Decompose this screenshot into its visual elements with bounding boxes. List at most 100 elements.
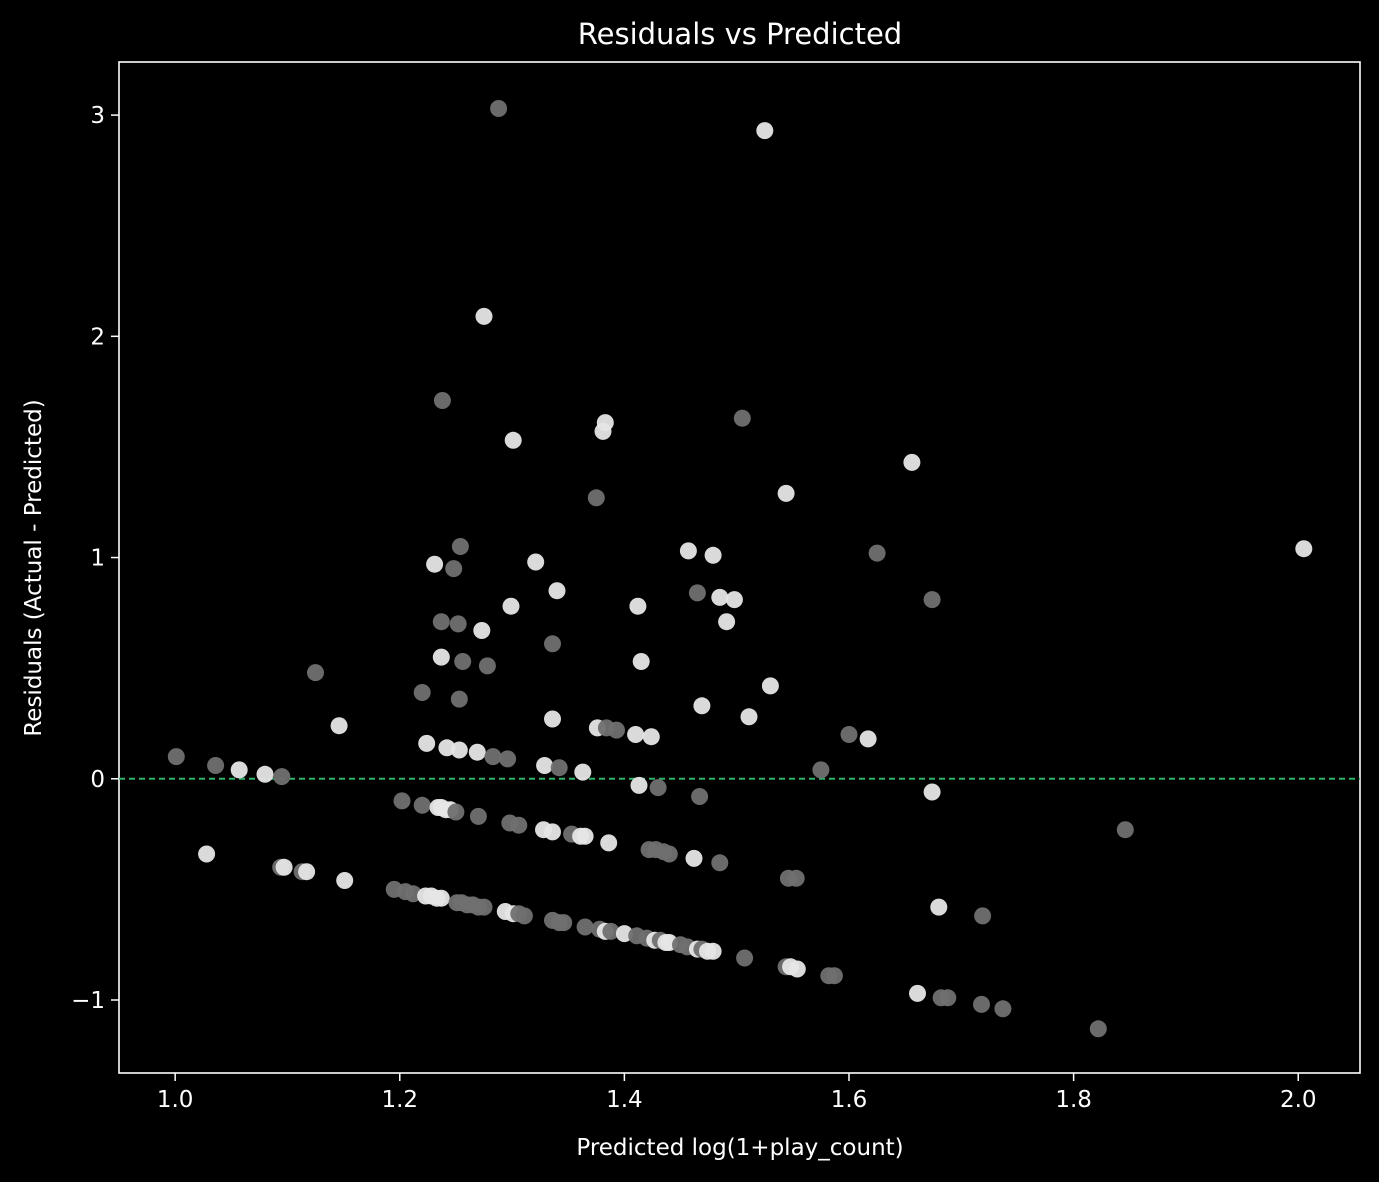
data-point bbox=[544, 635, 561, 653]
data-point bbox=[298, 863, 316, 881]
data-point bbox=[629, 597, 647, 615]
data-point bbox=[587, 489, 605, 507]
y-tick-label: 3 bbox=[90, 103, 105, 129]
data-point bbox=[490, 100, 508, 117]
x-tick-label: 1.2 bbox=[381, 1087, 418, 1113]
data-point bbox=[688, 584, 706, 602]
data-point bbox=[1116, 821, 1134, 839]
x-axis-ticks: 1.0 1.2 1.4 1.6 1.8 2.0 bbox=[157, 1073, 1317, 1113]
x-axis-label: Predicted log(1+play_count) bbox=[576, 1135, 903, 1161]
data-point bbox=[923, 783, 941, 801]
y-axis-label: Residuals (Actual - Predicted) bbox=[21, 399, 47, 736]
data-point bbox=[812, 761, 830, 779]
data-point bbox=[600, 834, 618, 852]
data-point bbox=[478, 657, 496, 675]
data-point bbox=[788, 960, 806, 978]
data-point bbox=[555, 914, 573, 932]
data-point bbox=[704, 546, 722, 564]
x-tick-label: 1.0 bbox=[157, 1087, 194, 1113]
data-point bbox=[704, 942, 722, 960]
data-point bbox=[433, 392, 451, 409]
data-point bbox=[733, 409, 751, 427]
data-point bbox=[602, 922, 620, 940]
data-point bbox=[536, 757, 554, 774]
data-point bbox=[994, 1000, 1012, 1018]
data-point bbox=[544, 823, 561, 841]
data-point bbox=[608, 721, 625, 739]
data-point bbox=[475, 898, 493, 916]
data-point bbox=[777, 484, 795, 502]
data-point bbox=[510, 816, 528, 834]
data-point bbox=[413, 796, 431, 814]
x-tick-label: 2.0 bbox=[1280, 1087, 1317, 1113]
data-point bbox=[473, 622, 491, 639]
data-point bbox=[484, 748, 502, 766]
data-point bbox=[632, 653, 650, 670]
data-point bbox=[660, 845, 678, 863]
data-point bbox=[273, 768, 291, 786]
data-point bbox=[449, 615, 467, 633]
data-point bbox=[468, 743, 486, 761]
data-point bbox=[576, 827, 594, 845]
y-tick-label: 1 bbox=[90, 546, 105, 572]
data-point bbox=[426, 555, 444, 573]
y-tick-label: −1 bbox=[71, 988, 105, 1014]
data-point bbox=[840, 726, 858, 743]
data-point bbox=[256, 765, 274, 783]
data-point bbox=[679, 542, 697, 560]
data-point bbox=[711, 588, 729, 606]
data-point bbox=[685, 849, 703, 867]
data-point bbox=[167, 748, 185, 766]
data-point bbox=[504, 431, 522, 449]
data-point bbox=[718, 613, 736, 631]
data-point bbox=[903, 453, 921, 471]
data-point bbox=[330, 717, 348, 735]
data-point bbox=[413, 684, 431, 701]
data-point bbox=[515, 907, 533, 925]
data-point bbox=[207, 757, 225, 774]
data-point bbox=[740, 708, 758, 726]
data-point bbox=[576, 918, 594, 936]
data-point bbox=[973, 995, 990, 1013]
data-point bbox=[336, 872, 354, 889]
data-point bbox=[825, 967, 843, 985]
data-point bbox=[445, 560, 463, 578]
data-point bbox=[691, 788, 709, 805]
data-point bbox=[198, 845, 216, 863]
chart-title: Residuals vs Predicted bbox=[578, 17, 902, 51]
data-point bbox=[275, 858, 293, 876]
data-point bbox=[859, 730, 877, 748]
y-tick-label: 0 bbox=[90, 767, 105, 793]
data-point bbox=[868, 544, 886, 562]
data-point bbox=[230, 761, 248, 779]
data-point bbox=[693, 697, 711, 715]
data-point bbox=[502, 597, 520, 615]
data-point bbox=[469, 807, 487, 825]
data-point bbox=[930, 898, 948, 916]
data-point bbox=[393, 792, 411, 810]
data-points bbox=[167, 100, 1313, 1038]
y-tick-label: 2 bbox=[90, 324, 105, 350]
data-point bbox=[432, 648, 450, 666]
data-point bbox=[475, 307, 493, 325]
data-point bbox=[548, 582, 566, 600]
data-point bbox=[574, 763, 592, 781]
data-point bbox=[432, 613, 450, 631]
data-point bbox=[923, 591, 941, 609]
data-point bbox=[736, 949, 754, 967]
x-tick-label: 1.4 bbox=[606, 1087, 643, 1113]
data-point bbox=[447, 803, 465, 821]
plot-area bbox=[118, 61, 1361, 1074]
data-point bbox=[756, 122, 774, 140]
x-tick-label: 1.6 bbox=[831, 1087, 868, 1113]
data-point bbox=[1089, 1020, 1107, 1038]
data-point bbox=[787, 869, 805, 887]
data-point bbox=[649, 779, 667, 797]
y-axis-ticks: −1 0 1 2 3 bbox=[71, 103, 119, 1014]
data-point bbox=[909, 984, 926, 1002]
data-point bbox=[432, 889, 450, 907]
data-point bbox=[725, 591, 743, 609]
data-point bbox=[711, 854, 729, 872]
data-point bbox=[450, 741, 468, 759]
